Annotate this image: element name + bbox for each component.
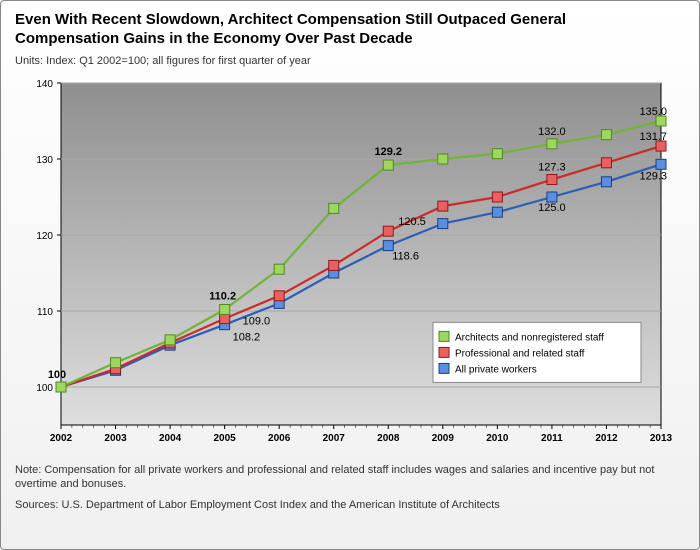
- chart-title: Even With Recent Slowdown, Architect Com…: [15, 11, 685, 49]
- svg-text:Professional and related staff: Professional and related staff: [455, 348, 585, 359]
- svg-text:118.6: 118.6: [392, 250, 419, 262]
- svg-text:120: 120: [36, 231, 53, 242]
- svg-text:2012: 2012: [595, 433, 618, 444]
- svg-text:127.3: 127.3: [538, 161, 566, 173]
- svg-text:2009: 2009: [432, 433, 455, 444]
- svg-text:110: 110: [37, 307, 53, 318]
- svg-text:131.7: 131.7: [639, 131, 667, 143]
- svg-text:2007: 2007: [323, 433, 346, 444]
- title-line-2: Compensation Gains in the Economy Over P…: [15, 30, 413, 47]
- svg-text:135.0: 135.0: [639, 106, 667, 118]
- chart-sources: Sources: U.S. Department of Labor Employ…: [15, 499, 685, 511]
- chart-card: Even With Recent Slowdown, Architect Com…: [0, 0, 700, 550]
- svg-text:2003: 2003: [104, 433, 127, 444]
- svg-text:2002: 2002: [50, 433, 73, 444]
- svg-text:129.2: 129.2: [375, 146, 403, 158]
- svg-text:Architects and nonregistered s: Architects and nonregistered staff: [455, 332, 604, 343]
- svg-text:2013: 2013: [650, 433, 673, 444]
- svg-text:130: 130: [36, 155, 53, 166]
- svg-text:132.0: 132.0: [538, 125, 566, 137]
- svg-text:2008: 2008: [377, 433, 400, 444]
- svg-text:2011: 2011: [541, 433, 563, 444]
- svg-text:125.0: 125.0: [538, 202, 566, 214]
- svg-text:2004: 2004: [159, 433, 182, 444]
- svg-text:109.0: 109.0: [243, 315, 271, 327]
- svg-text:108.2: 108.2: [233, 331, 261, 343]
- svg-text:120.5: 120.5: [398, 216, 426, 228]
- title-line-1: Even With Recent Slowdown, Architect Com…: [15, 11, 566, 28]
- svg-text:2005: 2005: [214, 433, 237, 444]
- svg-text:110.2: 110.2: [209, 290, 236, 302]
- svg-text:100: 100: [36, 383, 53, 394]
- svg-text:2006: 2006: [268, 433, 291, 444]
- chart-subtitle: Units: Index: Q1 2002=100; all figures f…: [15, 55, 685, 67]
- svg-text:All private workers: All private workers: [455, 364, 537, 375]
- chart-plot: 100 110 120 130 140 2002 2003 2004 2005 2006 2007 2…: [15, 73, 675, 453]
- svg-text:100: 100: [48, 369, 66, 381]
- line-chart-svg: 100 110 120 130 140 2002 2003 2004 2005 2006 2007 2…: [15, 73, 675, 453]
- chart-footnote: Note: Compensation for all private worke…: [15, 463, 685, 492]
- svg-text:140: 140: [36, 79, 53, 90]
- svg-text:2010: 2010: [486, 433, 509, 444]
- svg-text:129.3: 129.3: [639, 170, 667, 182]
